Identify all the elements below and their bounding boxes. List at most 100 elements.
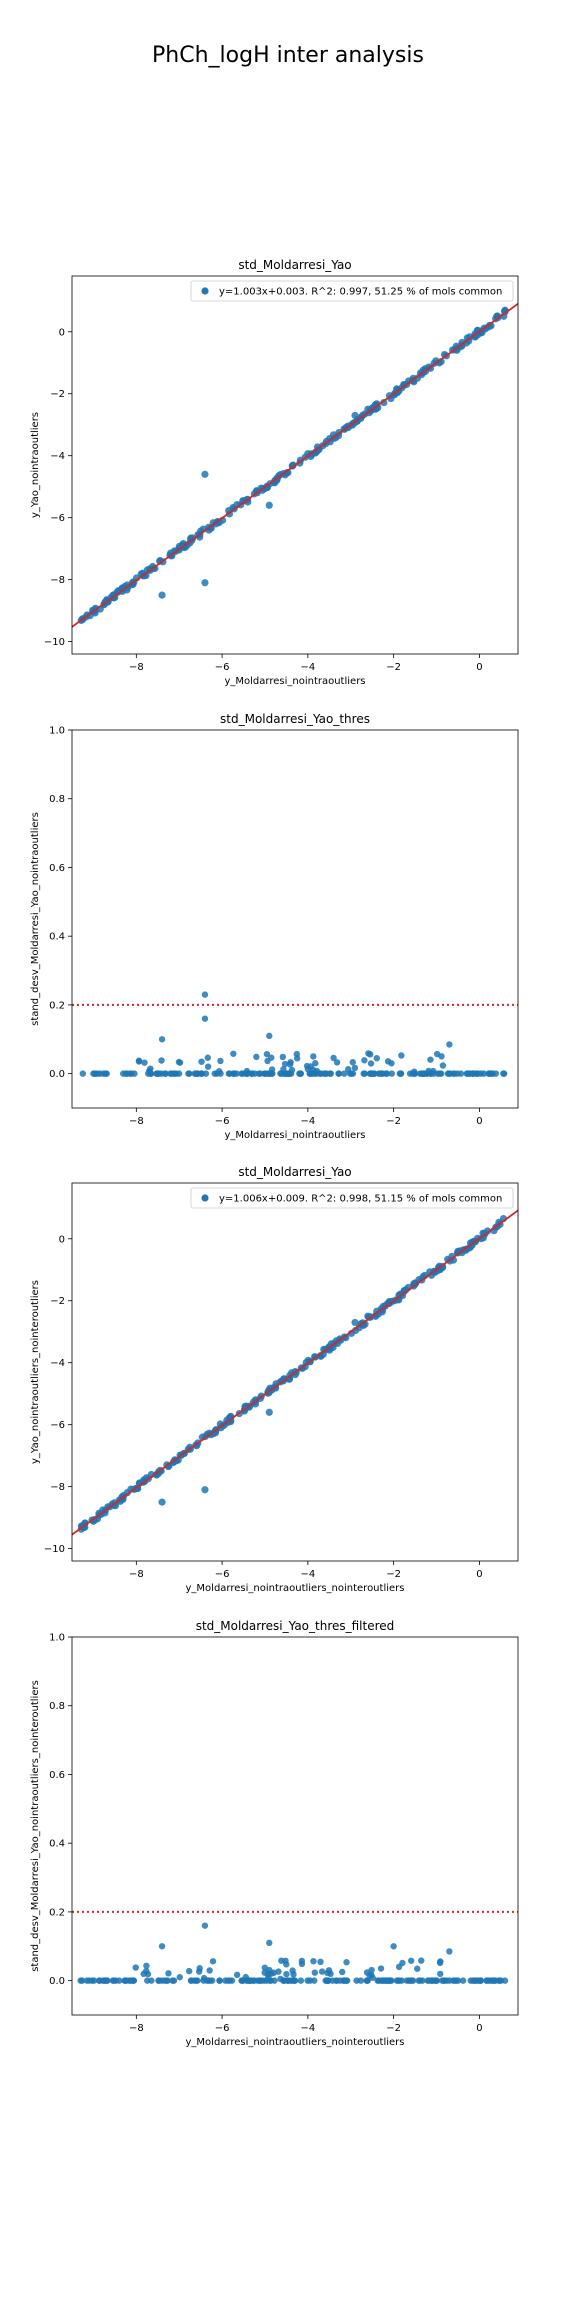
data-point bbox=[400, 381, 408, 389]
x-tick-label: −6 bbox=[215, 662, 230, 673]
data-point bbox=[377, 1977, 385, 1984]
data-point bbox=[83, 1977, 91, 1984]
data-point bbox=[396, 1290, 404, 1298]
data-point bbox=[256, 1977, 264, 1984]
x-tick-label: 0 bbox=[476, 662, 482, 673]
data-point bbox=[185, 1967, 193, 1975]
y-tick-label: 0.2 bbox=[49, 1907, 65, 1918]
chart-title: std_Moldarresi_Yao_thres_filtered bbox=[196, 1619, 395, 1633]
x-tick-label: −4 bbox=[300, 662, 315, 673]
data-point bbox=[176, 1974, 183, 1981]
axes-frame bbox=[71, 1636, 519, 2016]
data-point bbox=[477, 1070, 485, 1077]
y-tick-label: −4 bbox=[50, 1358, 65, 1369]
data-point bbox=[266, 1939, 273, 1947]
data-point bbox=[243, 1067, 251, 1075]
data-point bbox=[186, 1443, 194, 1451]
legend: y=1.003x+0.003. R^2: 0.997, 51.25 % of m… bbox=[190, 280, 514, 302]
data-point bbox=[261, 1964, 268, 1971]
data-point bbox=[325, 1967, 333, 1974]
y-tick-label: 1.0 bbox=[49, 1633, 65, 1644]
data-point bbox=[497, 1977, 505, 1984]
data-point bbox=[79, 1070, 87, 1077]
data-point bbox=[165, 1970, 172, 1977]
data-point bbox=[330, 1054, 337, 1062]
data-point bbox=[277, 1975, 284, 1983]
data-point bbox=[173, 1070, 180, 1077]
data-point bbox=[201, 470, 209, 478]
data-point bbox=[261, 1969, 268, 1976]
data-point bbox=[416, 1977, 424, 1984]
data-point bbox=[297, 1070, 305, 1077]
x-tick-label: 0 bbox=[476, 2023, 482, 2034]
data-point bbox=[451, 1070, 458, 1077]
y-tick-label: −6 bbox=[50, 513, 65, 524]
data-point bbox=[351, 411, 359, 420]
data-point bbox=[230, 1050, 237, 1057]
data-point bbox=[126, 1977, 133, 1984]
data-point bbox=[248, 1070, 256, 1077]
data-point bbox=[270, 478, 278, 486]
y-axis-label: stand_desv_Moldarresi_Yao_nointraoutlier… bbox=[30, 1680, 41, 1972]
data-point bbox=[201, 991, 209, 998]
y-axis-label: y_Yao_nointraoutliers bbox=[30, 412, 41, 518]
data-point bbox=[162, 1070, 169, 1077]
data-point bbox=[310, 1957, 317, 1965]
data-point bbox=[293, 1050, 300, 1058]
data-point bbox=[375, 1070, 383, 1077]
x-tick-label: −8 bbox=[129, 1116, 144, 1127]
y-tick-label: −8 bbox=[50, 575, 65, 586]
data-point bbox=[275, 1968, 282, 1975]
data-point bbox=[397, 1070, 405, 1077]
data-point bbox=[144, 1977, 151, 1984]
data-point bbox=[443, 1977, 451, 1984]
data-point bbox=[104, 1503, 112, 1511]
y-tick-label: 0.6 bbox=[49, 863, 65, 874]
data-point bbox=[399, 1959, 406, 1967]
x-axis-label: y_Moldarresi_nointraoutliers bbox=[224, 676, 365, 687]
data-point bbox=[382, 1070, 390, 1077]
data-point bbox=[266, 1032, 273, 1040]
data-point bbox=[367, 1051, 374, 1058]
plot-area bbox=[72, 1910, 518, 1984]
data-point bbox=[170, 1977, 178, 1984]
data-point bbox=[339, 1968, 346, 1976]
y-tick-label: −10 bbox=[44, 1544, 65, 1555]
y-tick-label: −6 bbox=[50, 1420, 65, 1431]
chart-panel-2: std_Moldarresi_Yao_thres −8 −6 −4 −2 0 0.0 0.2 0… bbox=[30, 712, 519, 1141]
plot-area bbox=[72, 1209, 518, 1536]
data-point bbox=[363, 1977, 370, 1984]
data-point bbox=[433, 1050, 441, 1058]
data-point bbox=[91, 1070, 98, 1077]
y-tick-label: −2 bbox=[50, 1296, 65, 1307]
legend-text: y=1.006x+0.009. R^2: 0.998, 51.15 % of m… bbox=[219, 1194, 502, 1205]
data-point bbox=[469, 1977, 477, 1984]
data-point bbox=[373, 1054, 380, 1062]
x-tick-label: −2 bbox=[386, 1116, 401, 1127]
data-point bbox=[312, 1060, 319, 1067]
data-point bbox=[255, 1070, 263, 1077]
data-point bbox=[398, 1052, 405, 1059]
data-point bbox=[77, 1977, 84, 1984]
data-point bbox=[489, 1070, 496, 1077]
x-tick-label: −8 bbox=[129, 662, 144, 673]
data-point bbox=[396, 1977, 403, 1984]
y-tick-label: 0.8 bbox=[49, 1701, 65, 1712]
data-point bbox=[341, 1070, 348, 1077]
x-tick-label: −6 bbox=[215, 1116, 230, 1127]
data-point bbox=[95, 1509, 103, 1517]
data-point bbox=[152, 1471, 161, 1479]
data-point bbox=[224, 1977, 232, 1984]
data-point bbox=[476, 1977, 484, 1984]
data-point bbox=[326, 1070, 334, 1077]
x-axis-label: y_Moldarresi_nointraoutliers bbox=[224, 1130, 365, 1141]
data-point bbox=[343, 1977, 350, 1984]
data-point bbox=[427, 1056, 434, 1063]
x-tick-label: −8 bbox=[129, 2023, 144, 2034]
data-point bbox=[283, 1970, 290, 1978]
data-point bbox=[131, 1070, 138, 1077]
data-point bbox=[446, 1948, 453, 1955]
data-point bbox=[408, 1977, 415, 1984]
data-point bbox=[309, 1066, 317, 1074]
data-point bbox=[209, 1958, 217, 1965]
